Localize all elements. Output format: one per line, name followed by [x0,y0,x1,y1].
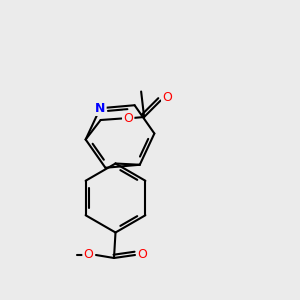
Text: O: O [162,91,172,104]
Text: O: O [84,248,93,262]
Text: O: O [138,248,147,262]
Text: N: N [95,102,105,115]
Text: O: O [123,112,133,125]
